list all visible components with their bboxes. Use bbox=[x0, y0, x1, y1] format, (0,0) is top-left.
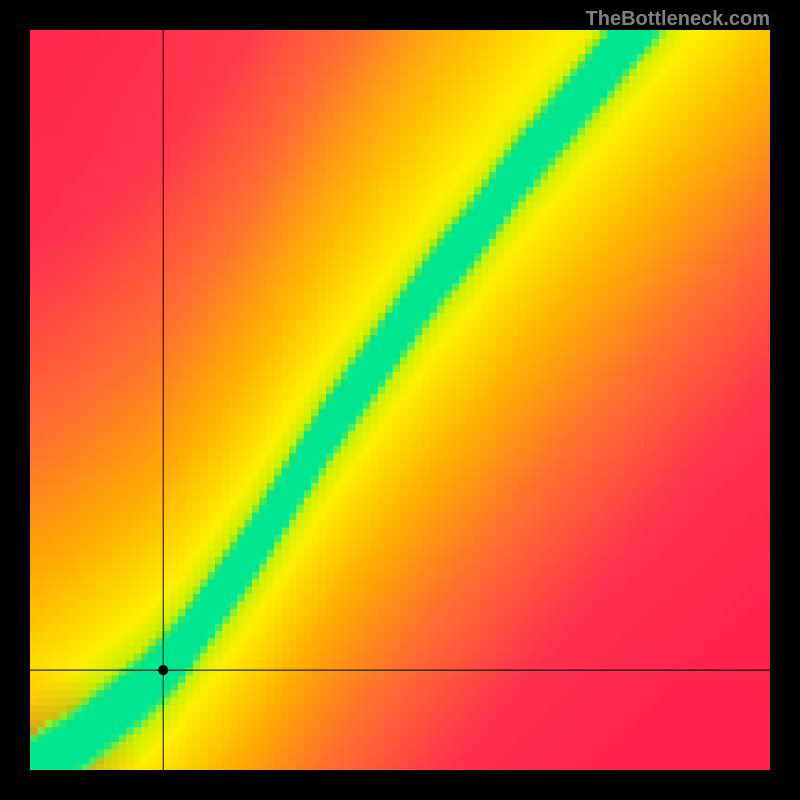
bottleneck-heatmap bbox=[30, 30, 770, 770]
heatmap-canvas bbox=[30, 30, 770, 770]
watermark: TheBottleneck.com bbox=[586, 8, 770, 31]
